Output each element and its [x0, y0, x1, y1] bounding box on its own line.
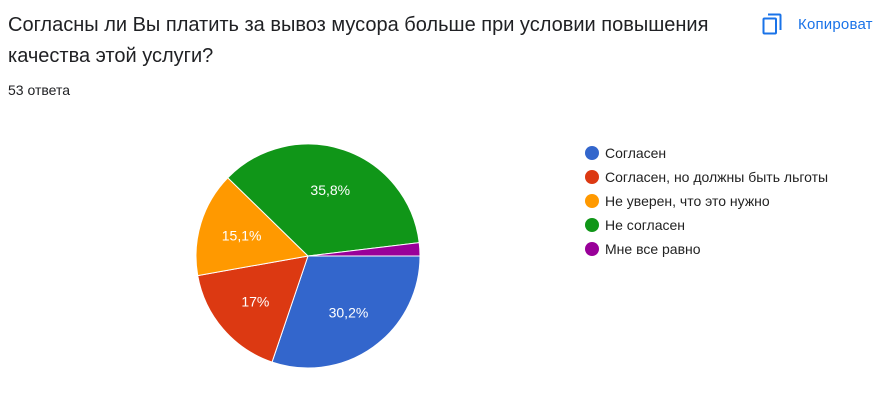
- question-title: Согласны ли Вы платить за вывоз мусора б…: [8, 14, 709, 67]
- legend-marker: [585, 242, 599, 256]
- pie-slice-agree[interactable]: [271, 255, 421, 369]
- pie-label-agree-benefits: 17%: [241, 293, 269, 309]
- copy-icon: [762, 13, 782, 35]
- legend-label: Согласен: [605, 145, 667, 161]
- legend-label: Не уверен, что это нужно: [605, 193, 770, 209]
- pie-slice-disagree[interactable]: [227, 143, 420, 257]
- pie-slice-indifferent[interactable]: [307, 242, 421, 257]
- chart-legend: Согласен Согласен, но должны быть льготы Н…: [585, 141, 828, 261]
- pie-label-unsure: 15,1%: [222, 228, 262, 244]
- pie-chart: 30,2% 17% 15,1% 35,8%: [195, 143, 421, 369]
- legend-marker: [585, 170, 599, 184]
- legend-item-agree-benefits[interactable]: Согласен, но должны быть льготы: [585, 165, 828, 189]
- legend-label: Мне все равно: [605, 241, 701, 257]
- pie-slice-unsure[interactable]: [195, 177, 310, 277]
- legend-marker: [585, 218, 599, 232]
- response-count: 53 ответа: [8, 82, 70, 98]
- legend-item-disagree[interactable]: Не согласен: [585, 213, 828, 237]
- legend-marker: [585, 146, 599, 160]
- pie-slice-agree-benefits[interactable]: [197, 255, 309, 363]
- legend-label: Не согласен: [605, 217, 686, 233]
- legend-item-indifferent[interactable]: Мне все равно: [585, 237, 828, 261]
- copy-button[interactable]: Копироват: [760, 8, 873, 40]
- legend-marker: [585, 194, 599, 208]
- legend-label: Согласен, но должны быть льготы: [605, 169, 829, 185]
- pie-label-agree: 30,2%: [329, 304, 369, 320]
- pie-label-disagree: 35,8%: [310, 182, 350, 198]
- legend-item-unsure[interactable]: Не уверен, что это нужно: [585, 189, 828, 213]
- legend-item-agree[interactable]: Согласен: [585, 141, 828, 165]
- copy-button-label: Копироват: [798, 15, 873, 33]
